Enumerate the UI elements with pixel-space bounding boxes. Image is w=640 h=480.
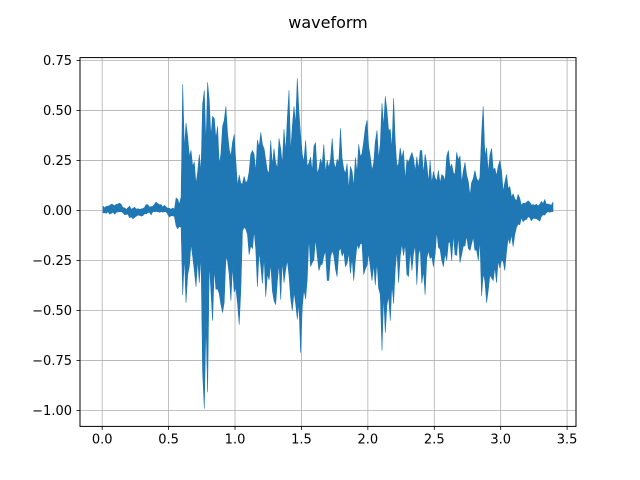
y-tick-label: −0.50: [32, 304, 72, 319]
x-tick-label: 3.5: [557, 432, 578, 447]
waveform: [102, 78, 554, 409]
y-tick-label: 0.00: [43, 204, 72, 219]
x-tick-label: 1.0: [225, 432, 246, 447]
y-tick-label: 0.25: [43, 154, 72, 169]
axes-spines: [79, 57, 577, 427]
x-axis: 0.0 0.5 1.0 1.5 2.0 2.5 3.0 3.5: [92, 426, 578, 447]
x-tick-label: 2.0: [358, 432, 379, 447]
y-tick-label: 0.50: [43, 104, 72, 119]
axes: [79, 57, 577, 427]
x-tick-label: 2.5: [424, 432, 445, 447]
y-tick-label: −0.75: [32, 354, 72, 369]
y-tick-label: 0.75: [43, 54, 72, 69]
waveform-trace: [102, 78, 554, 409]
chart-title: waveform: [288, 13, 368, 32]
y-axis: 0.75 0.50 0.25 0.00 −0.25 −0.50 −0.75 −1.00: [32, 54, 80, 419]
x-tick-label: 0.5: [158, 432, 179, 447]
x-tick-label: 3.0: [490, 432, 511, 447]
x-tick-label: 1.5: [291, 432, 312, 447]
x-tick-label: 0.0: [92, 432, 113, 447]
y-tick-label: −0.25: [32, 254, 72, 269]
y-tick-label: −1.00: [32, 404, 72, 419]
